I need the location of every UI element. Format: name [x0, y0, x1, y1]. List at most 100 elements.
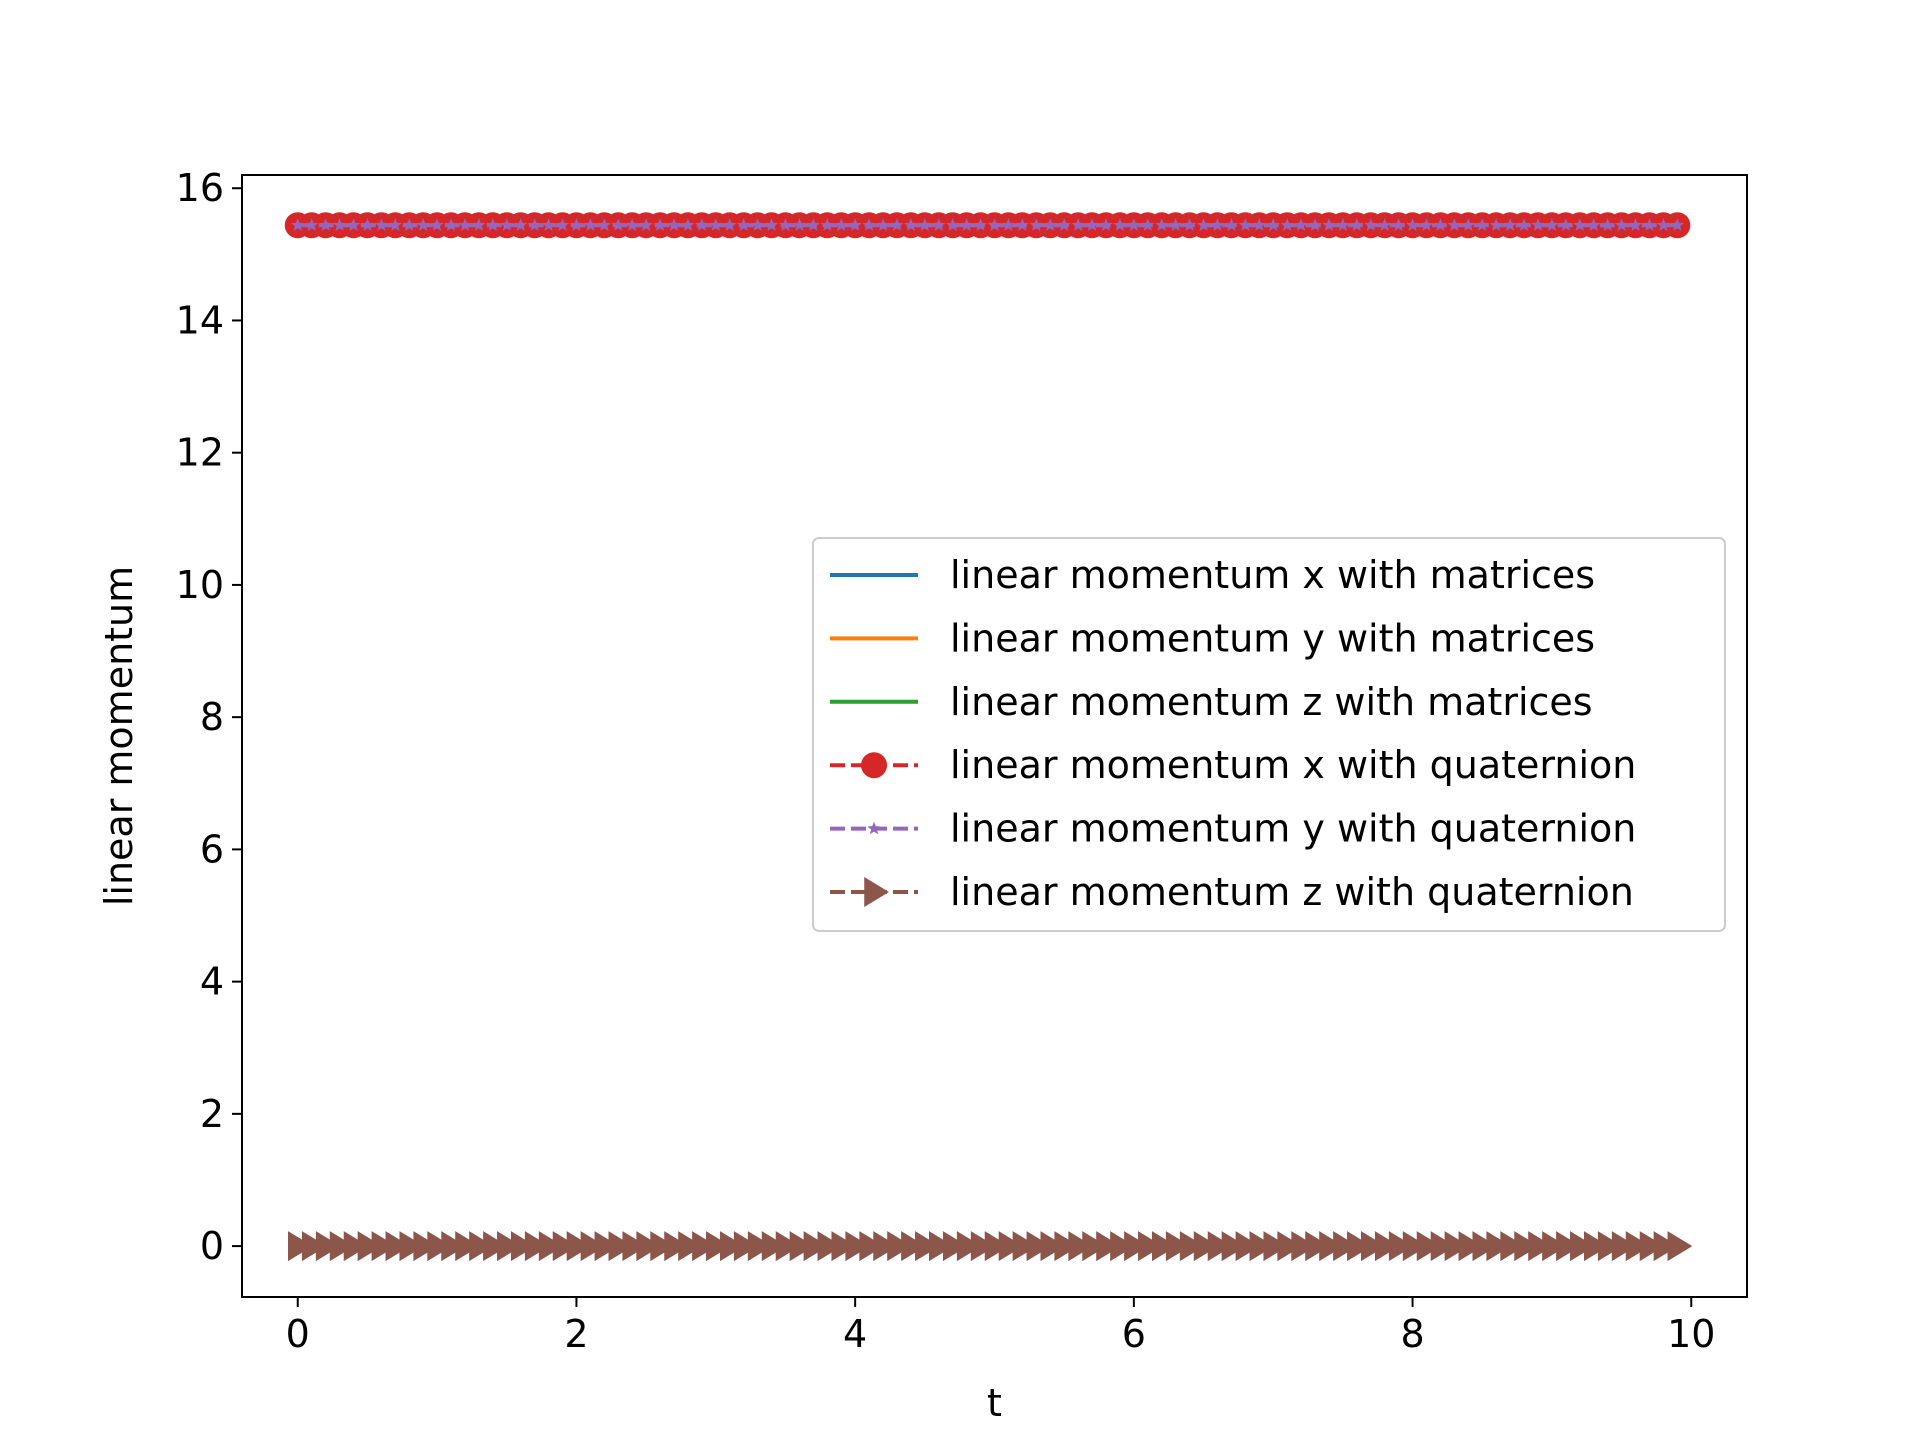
data-point: [1322, 218, 1336, 231]
y-axis: 0 2 4 6 8 10 12 14 16: [176, 166, 242, 1268]
data-point: [901, 1231, 926, 1262]
legend-label: linear momentum x with matrices: [950, 553, 1595, 597]
data-point: [747, 1231, 773, 1262]
data-point: [1249, 1231, 1275, 1262]
data-point: [1294, 218, 1308, 231]
data-point: [1597, 1231, 1623, 1262]
data-point: [1071, 218, 1085, 231]
data-point: [497, 1231, 522, 1262]
data-point: [848, 218, 862, 231]
data-point: [1141, 218, 1155, 231]
legend: linear momentum x with matrices linear mo…: [812, 537, 1726, 932]
data-point: [1110, 1231, 1135, 1262]
data-point: [929, 1231, 954, 1262]
data-point: [1040, 1231, 1066, 1262]
data-point: [1458, 1231, 1484, 1262]
data-point: [639, 218, 653, 231]
data-point: [942, 1231, 968, 1262]
data-point: [1350, 218, 1364, 231]
data-point: [1531, 218, 1545, 231]
data-point: [636, 1231, 662, 1262]
data-point: [664, 1231, 689, 1262]
data-point: [318, 218, 333, 231]
legend-label: linear momentum x with quaternion: [950, 743, 1636, 787]
legend-marker: [861, 752, 887, 779]
data-point: [500, 218, 514, 231]
data-point: [987, 218, 1002, 231]
x-axis-label: t: [987, 1381, 1002, 1425]
data-point: [1430, 1231, 1456, 1262]
legend-item: linear momentum x with matrices: [830, 553, 1595, 597]
data-point: [1043, 218, 1057, 231]
y-tick-label: 16: [176, 166, 224, 210]
data-point: [430, 218, 444, 231]
data-point: [1319, 1231, 1344, 1262]
data-point: [1193, 1231, 1219, 1262]
data-point: [998, 1231, 1024, 1262]
data-point: [681, 218, 695, 231]
y-tick-label: 14: [176, 298, 224, 342]
data-point: [527, 218, 542, 231]
data-point: [1001, 218, 1016, 231]
data-point: [1472, 1231, 1498, 1262]
data-point: [291, 218, 305, 231]
data-point: [1026, 1231, 1052, 1262]
data-point: [1012, 1231, 1038, 1262]
data-point: [1391, 218, 1406, 231]
data-point: [1489, 218, 1503, 231]
data-point: [402, 218, 416, 231]
data-point: [1165, 1231, 1191, 1262]
x-tick-label: 10: [1667, 1312, 1715, 1356]
y-tick-label: 10: [176, 563, 224, 607]
data-point: [709, 218, 723, 231]
data-point: [1461, 218, 1475, 231]
data-point: [1124, 1231, 1149, 1262]
data-point: [1068, 1231, 1094, 1262]
data-point: [1155, 218, 1169, 231]
data-point: [472, 218, 486, 231]
data-point: [761, 1231, 787, 1262]
data-point: [1085, 218, 1099, 231]
data-point: [287, 1231, 313, 1262]
x-tick-label: 4: [843, 1312, 867, 1356]
data-point: [305, 218, 319, 231]
data-point: [1559, 218, 1573, 231]
data-point: [1333, 1231, 1358, 1262]
data-point: [1416, 1231, 1442, 1262]
data-point: [1336, 218, 1350, 231]
data-point: [566, 1231, 592, 1262]
data-point: [541, 218, 556, 231]
data-point: [973, 218, 988, 231]
data-point: [733, 1231, 759, 1262]
data-point: [1029, 218, 1043, 231]
data-point: [346, 218, 361, 231]
data-point: [1625, 1231, 1651, 1262]
data-point: [374, 218, 389, 231]
data-point: [1308, 218, 1322, 231]
data-point: [1266, 218, 1280, 231]
data-point: [458, 218, 472, 231]
data-point: [569, 218, 584, 231]
data-point: [1127, 218, 1141, 231]
data-point: [1583, 1231, 1609, 1262]
data-point: [594, 1231, 620, 1262]
data-point: [692, 1231, 717, 1262]
data-point: [719, 1231, 745, 1262]
data-point: [538, 1231, 564, 1262]
data-point: [514, 218, 528, 231]
data-point: [360, 218, 375, 231]
data-point: [820, 218, 834, 231]
data-point: [984, 1231, 1010, 1262]
data-point: [416, 218, 430, 231]
y-tick-label: 8: [200, 695, 224, 739]
data-point: [775, 1231, 801, 1262]
data-point: [1670, 218, 1684, 231]
data-point: [932, 218, 946, 231]
data-point: [723, 218, 737, 231]
data-point: [455, 1231, 480, 1262]
data-point: [946, 218, 960, 231]
data-point: [1210, 218, 1225, 231]
axes-frame: [241, 174, 1748, 1298]
data-point: [622, 1231, 648, 1262]
